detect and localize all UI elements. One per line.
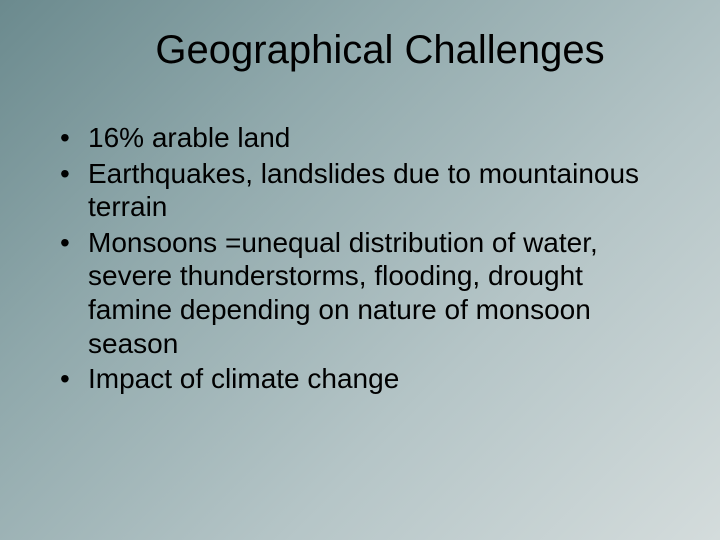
slide-title: Geographical Challenges (90, 28, 670, 73)
list-item: Earthquakes, landslides due to mountaino… (60, 157, 670, 224)
list-item: Monsoons =unequal distribution of water,… (60, 226, 670, 360)
bullet-list: 16% arable land Earthquakes, landslides … (50, 121, 670, 396)
list-item: 16% arable land (60, 121, 670, 155)
list-item: Impact of climate change (60, 362, 670, 396)
slide-container: Geographical Challenges 16% arable land … (0, 0, 720, 540)
